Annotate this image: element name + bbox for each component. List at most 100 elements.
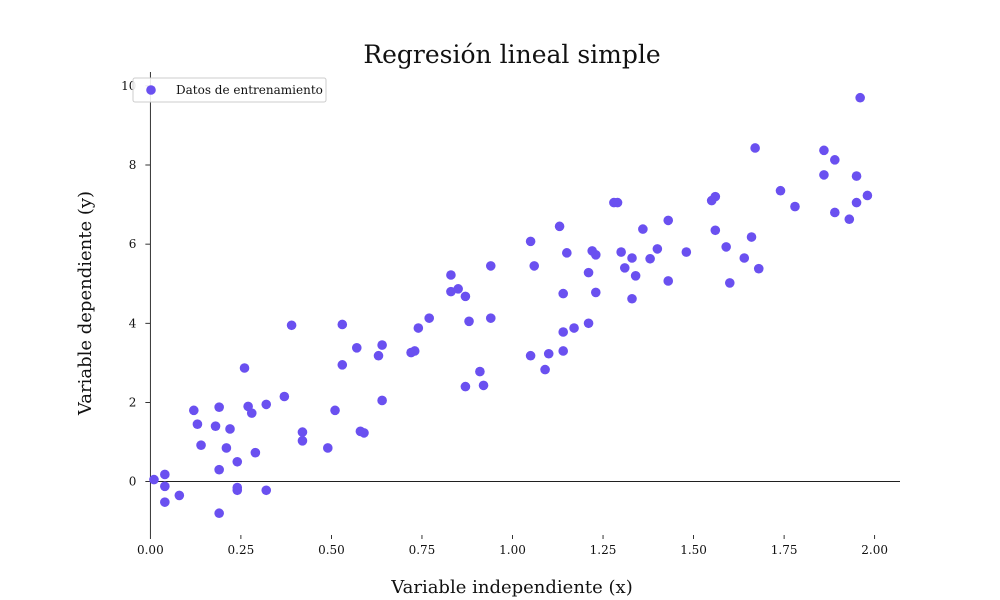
data-point [174,490,185,501]
data-point [681,247,692,257]
x-tick-label: 1.50 [680,543,707,557]
data-point [851,197,862,208]
data-point [619,263,630,273]
data-point [478,380,489,391]
data-point [286,320,297,331]
data-point [583,318,594,329]
data-point [424,313,435,323]
data-point [210,421,221,431]
data-point [485,261,496,271]
data-point [652,244,663,254]
data-point [554,221,565,232]
data-point [862,190,873,201]
data-point [645,253,655,264]
data-point [475,366,485,377]
x-tick-label: 1.75 [771,543,798,557]
data-point [739,253,750,263]
data-point [160,497,170,507]
data-point [446,270,456,280]
data-point [453,284,463,294]
data-point [775,185,786,196]
data-point [583,267,594,278]
data-point [149,474,159,485]
data-point [569,323,579,333]
data-point [246,408,257,418]
data-point [830,207,840,218]
x-tick-label: 0.00 [137,543,164,557]
x-tick-label: 0.25 [228,543,255,557]
data-point [337,360,348,370]
data-point [409,346,420,356]
data-point [221,443,232,453]
data-point [663,276,674,286]
data-point [323,443,333,453]
data-point [590,250,601,260]
x-tick-label: 1.00 [499,543,526,557]
data-point [485,313,496,323]
data-point [297,436,308,446]
data-point [214,402,224,412]
data-point [359,428,369,438]
data-point [196,440,206,450]
data-point [351,343,362,353]
data-point [710,225,721,236]
data-point [558,288,569,299]
data-point [543,348,554,359]
x-tick-label: 2.00 [861,543,888,557]
data-point [330,405,340,416]
y-tick-label: 0 [129,475,137,489]
x-tick-label: 0.75 [409,543,436,557]
data-point [373,350,384,361]
data-point [232,456,243,467]
data-point [558,327,569,337]
data-point [525,236,536,247]
data-point [630,270,641,281]
legend-marker [146,85,156,95]
data-point [337,319,348,330]
data-point [590,287,601,298]
data-point [562,248,572,258]
data-point [279,391,290,402]
data-point [460,291,471,302]
legend-frame [132,77,327,103]
data-point [746,232,757,242]
data-point [819,145,829,156]
data-point [851,171,862,181]
data-point [540,364,550,375]
data-point [413,323,424,333]
data-point [724,278,735,288]
data-point [464,316,474,327]
legend: Datos de entrenamiento [132,77,327,103]
chart-title: Regresión lineal simple [363,40,660,69]
data-point [446,286,456,297]
y-tick-label: 6 [129,237,137,251]
data-point [855,92,865,103]
data-point [710,191,721,202]
data-point [214,508,224,519]
data-point [189,405,199,416]
data-point [377,340,387,350]
y-tick-label: 4 [129,316,137,330]
data-point [627,293,637,304]
x-tick-label: 0.50 [318,543,345,557]
y-axis-label: Variable dependiente (y) [75,191,96,416]
data-point [460,381,471,392]
data-point [612,197,623,208]
data-point [627,253,637,263]
data-point [250,447,261,458]
data-point [529,261,540,271]
data-point [261,485,272,496]
data-point [819,170,829,180]
data-point [844,214,855,225]
data-point [750,143,760,153]
data-point [525,350,536,361]
data-point [160,469,170,480]
data-point [830,155,840,165]
x-tick-label: 1.25 [590,543,617,557]
data-point [261,399,272,410]
y-tick-label: 8 [129,158,137,172]
data-point [790,201,800,212]
data-point [239,363,250,373]
